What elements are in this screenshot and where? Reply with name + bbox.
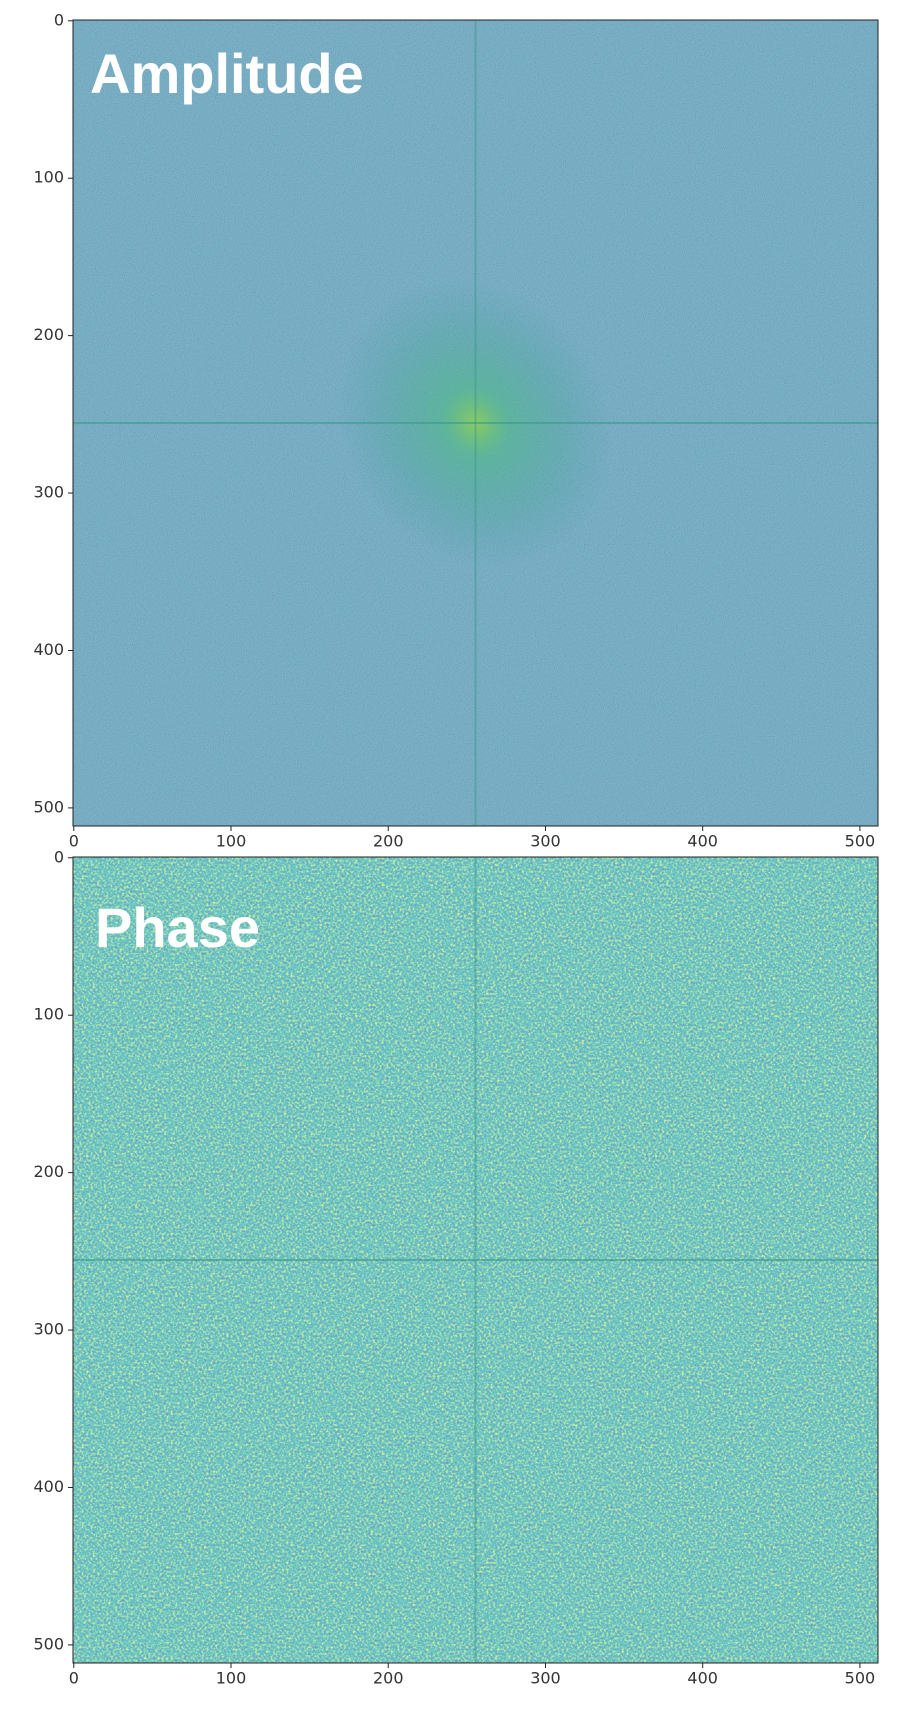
panel-title: Amplitude — [90, 42, 364, 105]
panel-title: Phase — [95, 896, 260, 959]
image-panel — [73, 857, 878, 1663]
x-tick-label: 100 — [216, 832, 247, 851]
axes-frame — [72, 856, 879, 1664]
y-tick-label: 0 — [54, 847, 64, 866]
x-tick-label: 200 — [373, 1669, 404, 1688]
y-tick-label: 200 — [33, 1162, 64, 1181]
x-tick-label: 300 — [530, 832, 561, 851]
x-tick-label: 100 — [216, 1669, 247, 1688]
x-tick-label: 0 — [69, 832, 79, 851]
x-tick-label: 200 — [373, 832, 404, 851]
x-tick-label: 500 — [845, 1669, 876, 1688]
x-tick-label: 0 — [69, 1669, 79, 1688]
y-tick-label: 100 — [33, 1005, 64, 1024]
image-panel — [73, 20, 878, 826]
y-tick-label: 500 — [33, 1634, 64, 1653]
x-tick-label: 400 — [687, 832, 718, 851]
y-tick-label: 500 — [33, 797, 64, 816]
x-tick-label: 300 — [530, 1669, 561, 1688]
y-tick-label: 0 — [54, 10, 64, 29]
axes-frame — [72, 19, 879, 827]
y-tick-label: 400 — [33, 640, 64, 659]
x-tick-label: 400 — [687, 1669, 718, 1688]
y-tick-label: 300 — [33, 1320, 64, 1339]
y-tick-label: 100 — [33, 168, 64, 187]
y-tick-label: 200 — [33, 325, 64, 344]
x-tick-label: 500 — [845, 832, 876, 851]
y-tick-label: 300 — [33, 483, 64, 502]
y-tick-label: 400 — [33, 1477, 64, 1496]
